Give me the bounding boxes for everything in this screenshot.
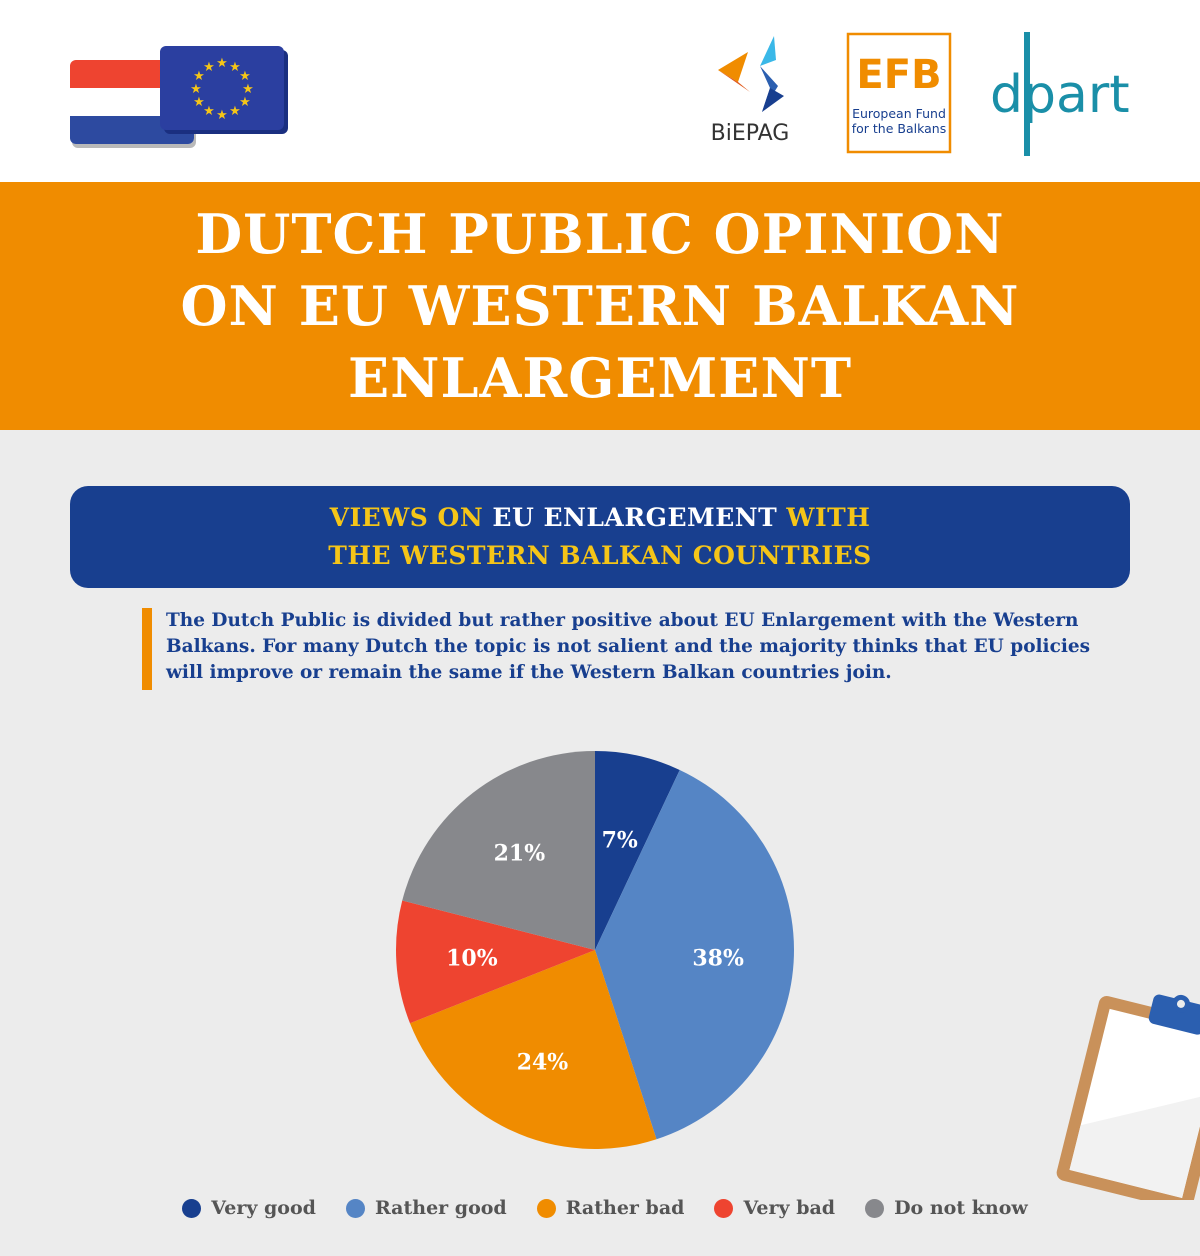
legend-swatch [536, 1198, 556, 1218]
legend-label: Rather good [374, 1197, 507, 1219]
pie-slice-rather-bad [409, 950, 657, 1149]
efb-mark: EFB [856, 52, 941, 98]
svg-text:★: ★ [242, 82, 254, 97]
pie-label-rather-bad: 24% [517, 1050, 569, 1076]
pie-label-very-good: 7% [602, 827, 638, 853]
efb-line1: European Fund [852, 106, 946, 121]
svg-text:★: ★ [203, 60, 215, 75]
heading-part-3: WITH [777, 503, 871, 532]
efb-logo: EFB European Fund for the Balkans [846, 32, 952, 154]
legend-item-very-good: Very good [182, 1197, 316, 1219]
efb-line2: for the Balkans [852, 121, 946, 136]
chart-legend: Very good Rather good Rather bad Very bad Do… [170, 1192, 1040, 1224]
pie-slice-do-not-know [402, 751, 595, 950]
section-heading: VIEWS ON EU ENLARGEMENT WITH THE WESTERN… [70, 486, 1130, 588]
header: ★ ★ ★ ★ ★ ★ ★ ★ ★ ★ ★ ★ BiEPAG EFB European Fund… [0, 0, 1200, 182]
pie-label-do-not-know: 21% [494, 841, 546, 867]
legend-label: Very good [211, 1197, 316, 1219]
heading-part-1: VIEWS ON [329, 503, 493, 532]
pie-slice-very-good [595, 751, 680, 950]
svg-text:★: ★ [216, 108, 228, 123]
legend-swatch [345, 1198, 365, 1218]
page-title: DUTCH PUBLIC OPINION ON EU WESTERN BALKA… [180, 202, 1020, 410]
pie-slice-rather-good [595, 769, 794, 1140]
pie-chart: 7% 38% 24% 10% 21% [396, 751, 794, 1149]
svg-text:★: ★ [193, 69, 205, 84]
eu-flag-icon: ★ ★★ ★★★ ★★★ ★★★ [160, 46, 288, 134]
title-banner: DUTCH PUBLIC OPINION ON EU WESTERN BALKA… [0, 182, 1200, 430]
biepag-logo: BiEPAG [711, 36, 790, 146]
flags-icon: ★ ★★ ★★★ ★★★ ★★★ [70, 46, 288, 148]
legend-swatch [714, 1198, 734, 1218]
legend-label: Very bad [743, 1197, 836, 1219]
svg-text:★: ★ [229, 104, 241, 119]
svg-text:★: ★ [193, 95, 205, 110]
legend-item-rather-good: Rather good [345, 1197, 507, 1219]
pie-label-very-bad: 10% [446, 946, 498, 972]
legend-swatch [182, 1198, 202, 1218]
clipboard-icon [1056, 994, 1200, 1200]
svg-text:★: ★ [229, 60, 241, 75]
legend-item-rather-bad: Rather bad [536, 1197, 685, 1219]
legend-label: Do not know [894, 1197, 1028, 1219]
svg-text:★: ★ [203, 104, 215, 119]
legend-label: Rather bad [565, 1197, 685, 1219]
legend-item-very-bad: Very bad [714, 1197, 835, 1219]
dpart-text: dpart [990, 65, 1130, 125]
heading-part-4: THE WESTERN BALKAN COUNTRIES [328, 541, 872, 570]
svg-text:★: ★ [216, 56, 228, 71]
svg-text:★: ★ [239, 95, 251, 110]
pie-label-rather-good: 38% [692, 946, 744, 972]
legend-swatch [865, 1198, 885, 1218]
description: The Dutch Public is divided but rather p… [142, 608, 1092, 690]
dpart-logo: dpart [990, 32, 1130, 156]
svg-text:★: ★ [190, 82, 202, 97]
biepag-text: BiEPAG [711, 121, 790, 146]
partner-logos: BiEPAG EFB European Fund for the Balkans… [700, 30, 1140, 160]
legend-item-do-not-know: Do not know [865, 1197, 1028, 1219]
svg-text:★: ★ [239, 69, 251, 84]
pie-slice-very-bad [396, 900, 595, 1024]
heading-part-2: EU ENLARGEMENT [492, 503, 778, 532]
